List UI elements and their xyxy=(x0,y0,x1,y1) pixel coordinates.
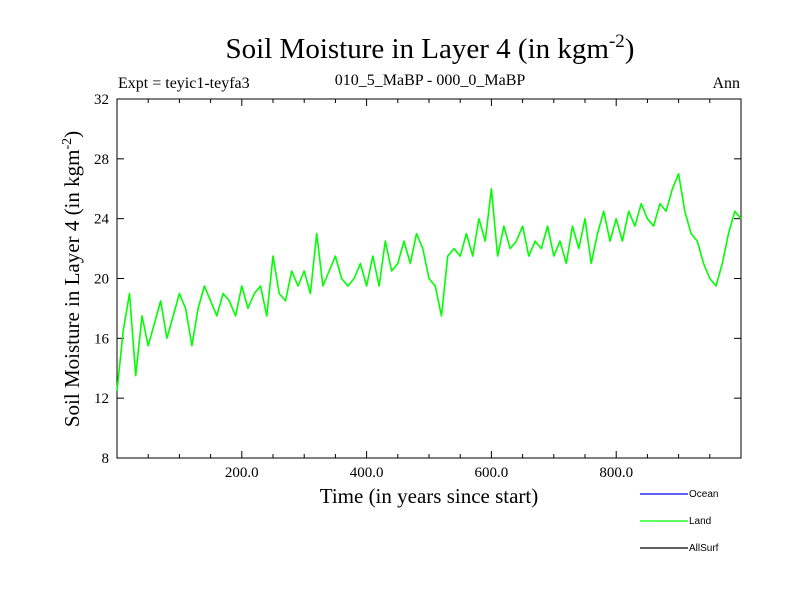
subtitle-center: 010_5_MaBP - 000_0_MaBP xyxy=(335,72,526,89)
y-tick-label: 16 xyxy=(94,331,110,347)
x-tick-label: 200.0 xyxy=(225,465,259,481)
x-tick-label: 400.0 xyxy=(350,465,384,481)
legend-label-land: Land xyxy=(689,516,711,527)
y-tick-label: 8 xyxy=(102,451,110,467)
x-tick-label: 800.0 xyxy=(599,465,633,481)
series-line-land xyxy=(116,173,742,391)
subtitle-left: Expt = teyic1-teyfa3 xyxy=(118,75,250,92)
x-axis-label: Time (in years since start) xyxy=(320,484,539,508)
chart-title: Soil Moisture in Layer 4 (in kgm-2) xyxy=(226,31,635,65)
y-tick-label: 20 xyxy=(94,272,109,288)
x-axis: 200.0 400.0 600.0 800.0 xyxy=(147,99,711,481)
y-tick-label: 28 xyxy=(94,152,109,168)
y-axis-label: Soil Moisture in Layer 4 (in kgm-2) xyxy=(60,131,84,427)
y-axis: 8 12 16 20 24 28 32 xyxy=(94,92,741,467)
subtitle-right: Ann xyxy=(712,75,740,92)
y-tick-label: 32 xyxy=(94,92,109,108)
legend-label-allsurf: AllSurf xyxy=(689,543,719,554)
y-tick-label: 24 xyxy=(94,212,110,228)
x-tick-label: 600.0 xyxy=(475,465,509,481)
legend-label-ocean: Ocean xyxy=(689,489,718,500)
plot-area xyxy=(116,173,742,391)
legend: Ocean Land AllSurf xyxy=(640,489,719,554)
y-tick-label: 12 xyxy=(94,391,109,407)
